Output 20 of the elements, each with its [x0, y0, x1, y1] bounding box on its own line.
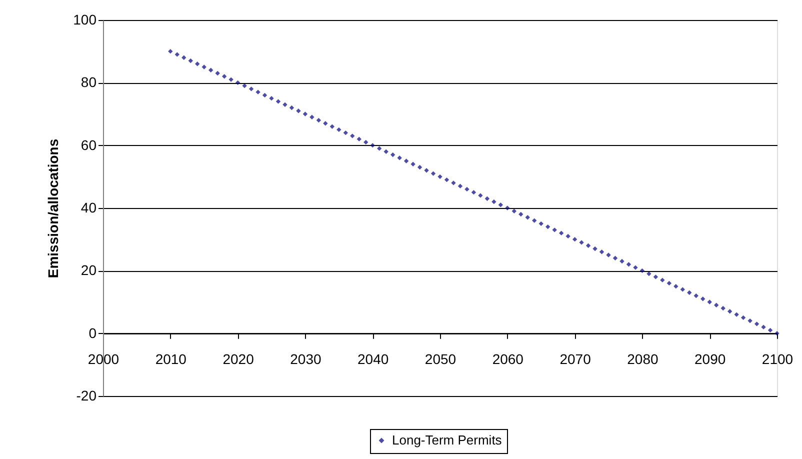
x-tick-label: 2050	[424, 350, 456, 367]
y-tick-label: 80	[80, 74, 97, 90]
x-tick-label: 2000	[88, 350, 120, 367]
x-tick-label: 2030	[290, 350, 322, 367]
x-tick-label: 2100	[762, 350, 794, 367]
x-tick-label: 2010	[155, 350, 187, 367]
y-tick-label: 60	[80, 136, 97, 153]
y-tick-label: 100	[73, 12, 97, 28]
y-tick-label: 0	[88, 324, 97, 341]
y-tick-label: -20	[76, 388, 97, 404]
x-tick-label: 2070	[560, 350, 592, 367]
y-tick-label: 20	[80, 262, 97, 278]
y-axis-title: Emission/allocations	[45, 138, 62, 278]
x-tick-label: 2060	[492, 350, 524, 367]
legend-label: Long-Term Permits	[392, 432, 502, 448]
y-tick-label: 40	[80, 200, 97, 216]
x-tick-label: 2020	[222, 350, 254, 367]
x-tick-label: 2040	[358, 350, 389, 367]
x-tick-label: 2080	[627, 350, 658, 367]
x-tick-label: 2090	[694, 350, 726, 367]
